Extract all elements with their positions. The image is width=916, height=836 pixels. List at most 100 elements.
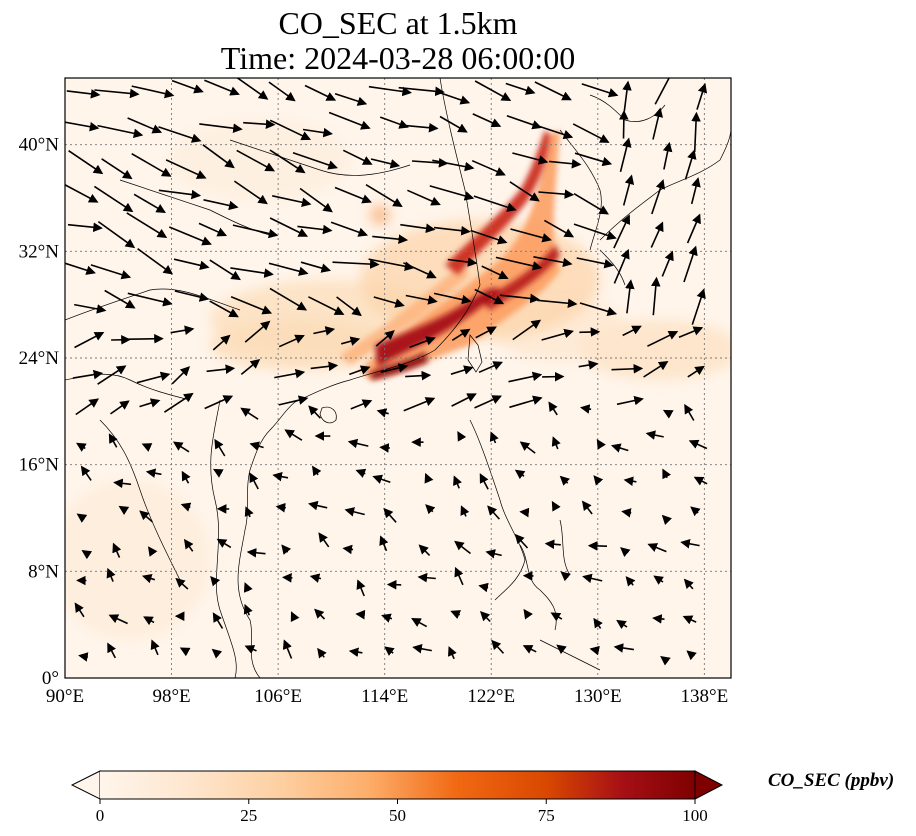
wind-arrow (473, 195, 517, 212)
wind-arrow (344, 507, 365, 517)
wind-arrow (332, 259, 380, 269)
wind-arrow (684, 403, 695, 421)
wind-arrow (249, 472, 259, 490)
colorbar-tick-label: 0 (96, 806, 105, 825)
wind-arrow (165, 159, 207, 179)
wind-arrow (682, 615, 697, 625)
wind-arrow (107, 642, 117, 659)
wind-arrow (198, 222, 228, 237)
wind-arrow (104, 289, 136, 309)
wind-arrow (269, 287, 308, 311)
wind-vectors (65, 78, 708, 666)
wind-arrow (696, 82, 708, 110)
wind-arrow (472, 113, 502, 128)
colorbar-tick-label: 25 (240, 806, 257, 825)
wind-arrow (550, 612, 563, 622)
wind-arrow (620, 547, 631, 558)
wind-arrow (204, 79, 240, 96)
wind-arrow (551, 436, 561, 450)
wind-arrow (611, 364, 644, 374)
wind-arrow (544, 539, 561, 550)
wind-arrow (556, 644, 567, 655)
wind-arrow (145, 468, 162, 478)
wind-arrow (433, 225, 471, 236)
wind-arrow (75, 398, 100, 416)
colorbar-extend-min (70, 770, 101, 800)
wind-arrow (580, 404, 592, 414)
wind-arrow (475, 326, 497, 339)
wind-arrow (249, 441, 264, 451)
wind-arrow (551, 500, 561, 512)
wind-arrow (678, 326, 704, 339)
wind-arrow (67, 222, 103, 233)
colorbar: 0 25 50 75 100 (70, 770, 724, 825)
wind-arrow (522, 645, 537, 654)
wind-arrow (538, 189, 575, 199)
wind-arrow (170, 325, 195, 335)
wind-arrow (593, 475, 604, 486)
wind-arrow (275, 502, 286, 513)
wind-arrow (619, 137, 632, 172)
colorbar-tick-label: 100 (682, 806, 708, 825)
wind-arrow (439, 115, 468, 133)
wind-arrow (622, 174, 635, 206)
wind-arrow (582, 573, 603, 584)
wind-arrow (519, 441, 536, 454)
chart-title-line1: CO_SEC at 1.5km (278, 5, 518, 41)
map-content (65, 78, 731, 678)
wind-arrow (174, 290, 210, 302)
wind-arrow (510, 228, 552, 243)
wind-arrow (625, 576, 636, 587)
wind-arrow (418, 544, 431, 556)
lon-tick-label: 138°E (681, 686, 729, 707)
wind-arrow (683, 578, 694, 590)
lat-tick-label: 0° (42, 668, 59, 689)
wind-arrow (470, 229, 508, 245)
wind-arrow (523, 608, 533, 620)
wind-arrow (429, 185, 475, 201)
wind-arrow (508, 371, 543, 383)
wind-arrow (158, 189, 202, 200)
wind-arrow (589, 645, 600, 656)
wind-arrow (596, 439, 606, 450)
wind-arrow (309, 573, 322, 583)
colorbar-extend-max (694, 770, 724, 800)
wind-arrow (579, 327, 601, 337)
wind-arrow (479, 473, 489, 490)
wind-arrow (651, 179, 666, 215)
wind-arrow (328, 111, 371, 130)
wind-arrow (407, 189, 441, 206)
wind-arrow (65, 183, 99, 203)
gridlines (65, 78, 731, 678)
lon-tick-label: 114°E (361, 686, 408, 707)
wind-arrow (171, 79, 204, 94)
wind-arrow (158, 126, 202, 143)
wind-arrow (622, 80, 632, 112)
wind-arrow (613, 214, 631, 249)
wind-arrow (137, 248, 174, 275)
wind-arrow (209, 300, 239, 318)
wind-arrow (623, 476, 637, 487)
wind-arrow (616, 619, 628, 630)
wind-arrow (578, 360, 599, 370)
wind-arrow (143, 616, 155, 626)
wind-arrow (216, 538, 232, 549)
wind-arrow (290, 611, 300, 622)
wind-arrow (643, 361, 669, 378)
wind-arrow (537, 298, 578, 309)
wind-arrow (66, 89, 101, 99)
wind-arrow (336, 296, 362, 317)
wind-arrow (65, 262, 96, 275)
wind-arrow (373, 296, 405, 308)
wind-arrow (243, 119, 276, 129)
wind-arrow (447, 257, 478, 267)
wind-arrow (147, 546, 158, 557)
wind-arrow (76, 513, 88, 523)
wind-arrow (97, 365, 127, 385)
wind-arrow (127, 292, 173, 307)
wind-arrow (318, 532, 330, 548)
wind-arrow (425, 504, 436, 515)
wind-arrow (281, 544, 292, 555)
wind-arrow (246, 548, 266, 558)
wind-arrow (651, 276, 661, 316)
